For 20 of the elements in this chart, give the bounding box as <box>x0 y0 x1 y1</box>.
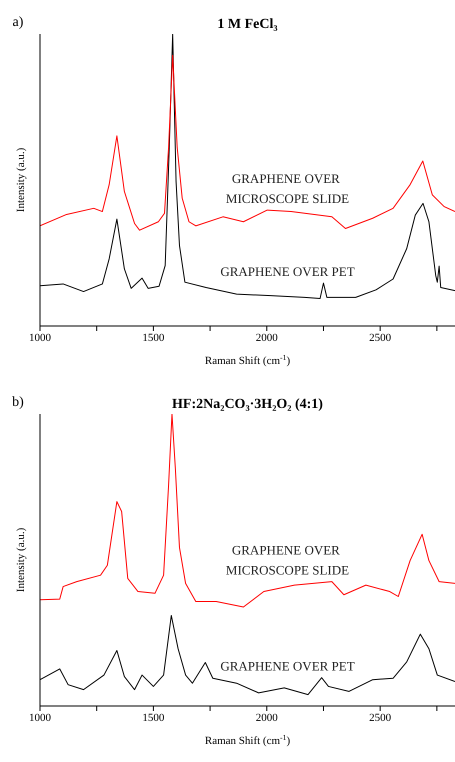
x-tick-label: 2000 <box>256 332 278 344</box>
x-tick-label: 1000 <box>29 332 52 344</box>
y-axis-title: Intensity (a.u.) <box>15 527 27 592</box>
text: b) <box>12 395 24 410</box>
text: a) <box>12 15 24 30</box>
x-tick-label: 1500 <box>142 712 165 724</box>
x-tick-label: 2500 <box>369 332 392 344</box>
chart-title: HF:2Na₂CO₃·3H₂O₂ (4:1) <box>172 397 324 412</box>
chart-title: 1 M FeCl₃ <box>217 17 278 32</box>
series-label: GRAPHENE OVER MICROSCOPE SLIDE <box>226 542 350 578</box>
x-tick-label: 1000 <box>29 712 52 724</box>
y-axis-title: Intensity (a.u.) <box>15 147 27 212</box>
x-axis-title: Raman Shift (cm$^{-1}$) <box>204 352 290 367</box>
x-tick-label: 2000 <box>256 712 278 724</box>
x-tick-label: 1500 <box>142 332 165 344</box>
series-label: GRAPHENE OVER PET <box>220 264 355 280</box>
x-axis-title: Raman Shift (cm$^{-1}$) <box>204 732 290 747</box>
x-tick-label: 2500 <box>369 712 392 724</box>
series-label: GRAPHENE OVER PET <box>220 658 355 674</box>
series-label: GRAPHENE OVER MICROSCOPE SLIDE <box>226 171 350 206</box>
